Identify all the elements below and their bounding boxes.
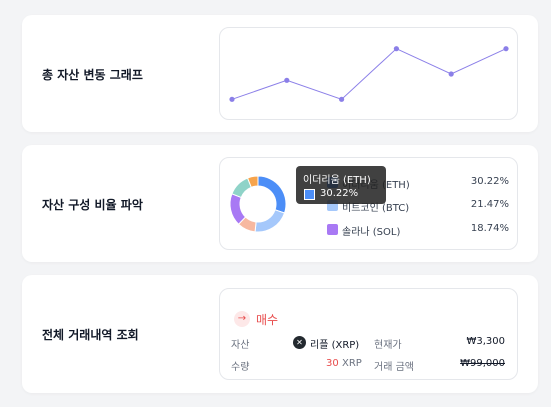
current-price-label: 현재가 <box>374 340 402 351</box>
line-chart <box>229 46 509 102</box>
transaction-history-title: 전체 거래내역 조회 <box>42 328 139 342</box>
trade-amount-label: 거래 금액 <box>374 362 414 373</box>
donut-slice-0[interactable] <box>257 175 287 214</box>
asset-value: 리플 (XRP) <box>310 340 360 351</box>
current-price-value: ₩3,300 <box>466 336 505 347</box>
legend-row-btc[interactable]: 비트코인 (BTC) 21.47% <box>327 198 509 214</box>
arrow-right-icon: → <box>234 311 250 327</box>
trade-type-label: 매수 <box>256 313 279 327</box>
xrp-coin-icon: ✕ <box>293 336 306 349</box>
tooltip-swatch <box>304 189 315 200</box>
asset-composition-card: 자산 구성 비율 파악 이더리움 (ETH) 30.22% 비트코인 (BTC)… <box>22 145 538 262</box>
legend-pct-btc: 21.47% <box>470 199 509 210</box>
chart-tooltip: 이더리움 (ETH) 30.22% <box>296 166 386 204</box>
legend-row-sol[interactable]: 솔라나 (SOL) 18.74% <box>327 222 509 238</box>
line-chart-container <box>219 27 518 120</box>
legend-pct-sol: 18.74% <box>470 223 509 234</box>
data-point-3[interactable] <box>393 46 399 52</box>
data-point-5[interactable] <box>503 46 509 52</box>
legend-name-sol: 솔라나 (SOL) <box>342 227 401 238</box>
transaction-history-card[interactable]: 전체 거래내역 조회 → 매수 자산 ✕ 리플 (XRP) 현재가 ₩3,300… <box>22 275 538 393</box>
legend-name-btc: 비트코인 (BTC) <box>342 203 410 214</box>
asset-composition-title: 자산 구성 비율 파악 <box>42 198 143 212</box>
data-point-2[interactable] <box>339 96 345 102</box>
data-point-0[interactable] <box>229 96 235 102</box>
tooltip-title: 이더리움 (ETH) <box>303 175 371 186</box>
trade-amount-value: ₩99,000 <box>460 358 505 369</box>
quantity-number: 30 <box>326 358 339 369</box>
quantity-unit: XRP <box>342 358 362 369</box>
legend-pct-eth: 30.22% <box>470 176 509 187</box>
series-line <box>231 48 507 100</box>
asset-label: 자산 <box>231 340 250 351</box>
tooltip-value: 30.22% <box>320 188 359 199</box>
transaction-item[interactable]: → 매수 자산 ✕ 리플 (XRP) 현재가 ₩3,300 수량 30 XRP … <box>219 288 518 380</box>
donut-chart <box>229 175 287 233</box>
legend-swatch-btc <box>327 200 338 211</box>
asset-change-title: 총 자산 변동 그래프 <box>42 68 143 82</box>
asset-change-card: 총 자산 변동 그래프 <box>22 15 538 132</box>
donut-chart-container: 이더리움 (ETH) 30.22% 비트코인 (BTC) 21.47% 솔라나 … <box>219 157 518 250</box>
data-point-1[interactable] <box>284 77 290 83</box>
donut-slice-3[interactable] <box>229 193 247 225</box>
data-point-4[interactable] <box>448 71 454 77</box>
legend-swatch-sol <box>327 224 338 235</box>
donut-slice-1[interactable] <box>254 209 286 233</box>
donut-slice-5[interactable] <box>246 175 259 188</box>
quantity-label: 수량 <box>231 362 250 373</box>
